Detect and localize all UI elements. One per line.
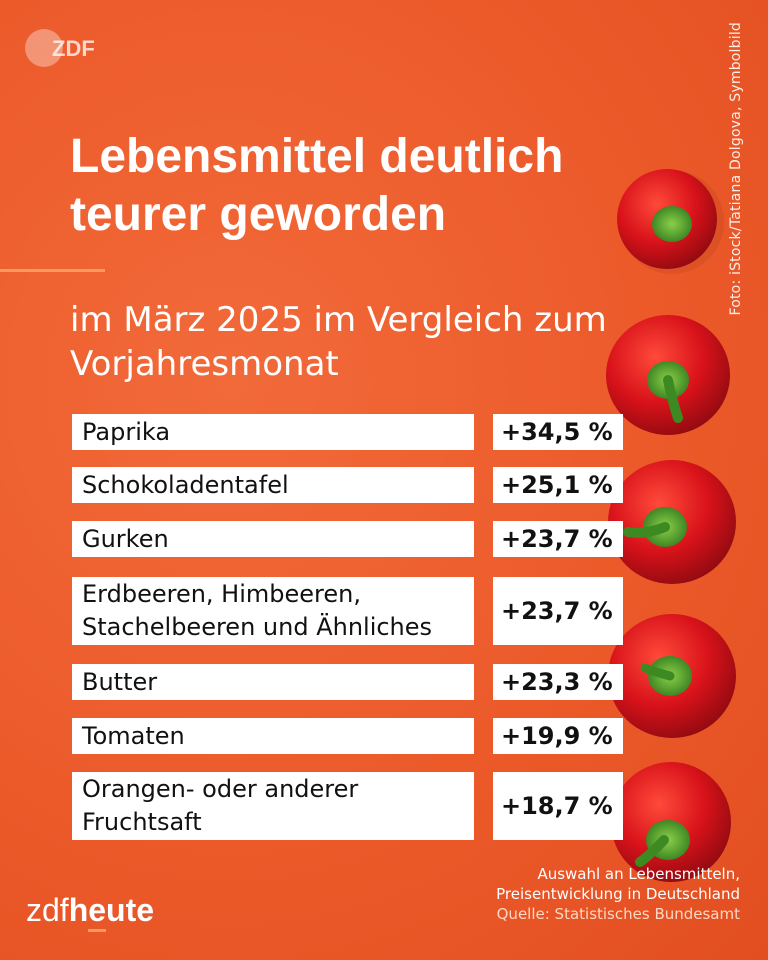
row-value: +18,7 % (493, 772, 623, 840)
footer-note: Auswahl an Lebensmitteln, Preisentwicklu… (496, 864, 740, 924)
row-label: Schokoladentafel (72, 467, 474, 503)
brand-zdf: zdf (26, 892, 69, 928)
source-note: Quelle: Statistisches Bundesamt (496, 905, 740, 923)
row-value: +23,7 % (493, 577, 623, 645)
chart-title: Lebensmittel deutlich teurer geworden (70, 130, 564, 241)
row-label: Erdbeeren, Himbeeren, Stachelbeeren und … (72, 577, 474, 645)
note-line-1: Auswahl an Lebensmitteln, (537, 865, 740, 883)
row-label: Butter (72, 664, 474, 700)
row-label: Tomaten (72, 718, 474, 754)
zdf-logo: ZDF (25, 29, 95, 67)
brand-heute: heute (68, 892, 155, 928)
note-line-2: Preisentwicklung in Deutschland (496, 885, 740, 903)
brand-underline (88, 929, 106, 932)
row-value: +23,7 % (493, 521, 623, 557)
row-label: Orangen- oder anderer Fruchtsaft (72, 772, 474, 840)
zdf-logo-text: ZDF (52, 36, 95, 61)
chart-subtitle: im März 2025 im Vergleich zum Vorjahresm… (70, 300, 607, 384)
row-value: +25,1 % (493, 467, 623, 503)
row-value: +23,3 % (493, 664, 623, 700)
zdfheute-logo: zdfheute (26, 892, 154, 929)
row-label: Gurken (72, 521, 474, 557)
title-divider (0, 269, 105, 272)
row-value: +19,9 % (493, 718, 623, 754)
row-value: +34,5 % (493, 414, 623, 450)
row-label: Paprika (72, 414, 474, 450)
